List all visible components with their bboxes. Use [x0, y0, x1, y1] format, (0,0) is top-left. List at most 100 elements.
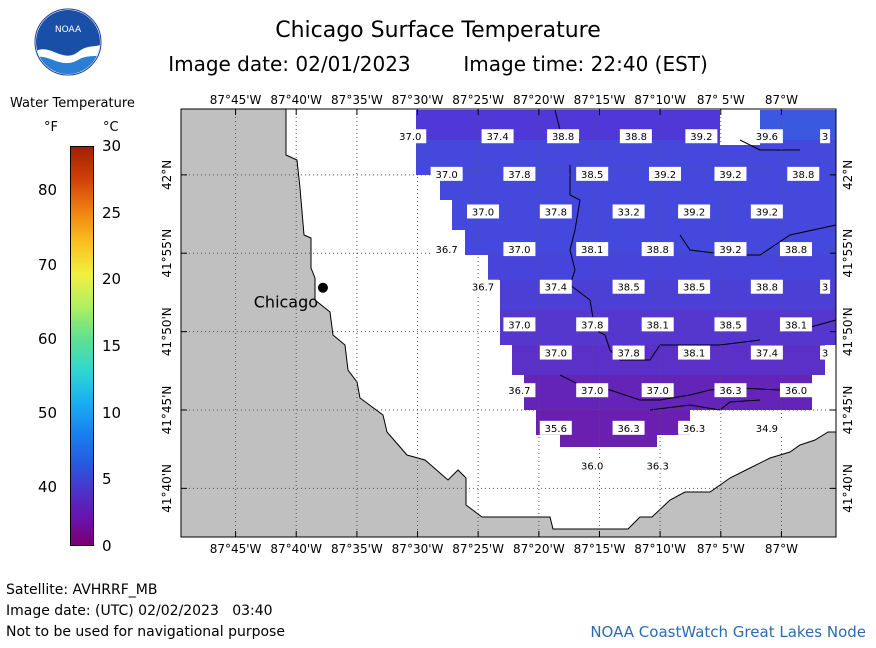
temperature-label-box: [612, 420, 645, 435]
temperature-label: 37.0: [508, 245, 530, 256]
temperature-label-box: [430, 166, 463, 181]
temperature-label: 36.0: [785, 386, 807, 397]
longitude-label: 87°25'W: [452, 93, 504, 107]
temperature-label: 39.2: [654, 170, 676, 181]
longitude-label: 87°W: [765, 542, 798, 556]
latitude-label: 41°55'N: [160, 229, 174, 278]
legend-fahrenheit-tick: 70: [38, 255, 58, 274]
temperature-label-box: [714, 317, 747, 332]
legend-celsius-tick: 10: [102, 403, 122, 422]
temperature-label: 38.8: [756, 283, 778, 294]
temperature-label-box: [678, 420, 711, 435]
temperature-label-box: [641, 383, 674, 398]
longitude-label: 87° 5'W: [697, 542, 745, 556]
temperature-label-box: [820, 345, 831, 360]
temperature-label: 38.8: [625, 132, 647, 143]
temperature-label: 38.8: [792, 170, 814, 181]
latitude-label: 41°40'N: [160, 464, 174, 513]
legend-fahrenheit-tick: 80: [38, 181, 58, 200]
longitude-label: 87°40'W: [270, 93, 322, 107]
temperature-label: 36.7: [472, 283, 494, 294]
legend-colorbar: [70, 146, 94, 546]
temperature-label: 37.8: [581, 320, 603, 331]
temperature-label: 37.0: [647, 386, 669, 397]
water-cell: [488, 255, 836, 280]
temperature-label-box: [685, 129, 718, 144]
temperature-label-box: [467, 204, 500, 219]
longitude-label: 87°15'W: [574, 542, 626, 556]
temperature-label: 36.7: [436, 245, 458, 256]
temperature-label-box: [750, 279, 783, 294]
temperature-labels: 37.0 37.4 38.8 38.8 39.2 39.6 3 37.0 37.8 38.5 39.…: [394, 129, 831, 473]
temperature-label-box: [820, 279, 831, 294]
temperature-label-box: [503, 242, 536, 257]
water-cell: [560, 435, 657, 447]
longitude-label: 87°40'W: [270, 542, 322, 556]
temperature-label: 36.7: [508, 386, 530, 397]
latitude-label: 41°40'N: [841, 464, 855, 513]
temperature-label-box: [430, 242, 463, 257]
temperature-label: 3: [822, 132, 828, 143]
disclaimer: Not to be used for navigational purpose: [6, 624, 285, 640]
longitude-label: 87°20'W: [513, 93, 565, 107]
latitude-label: 41°45'N: [160, 386, 174, 435]
temperature-label-box: [641, 317, 674, 332]
temperature-label: 38.5: [683, 283, 705, 294]
temperature-label: 37.4: [756, 349, 778, 360]
image-time: Image time: 22:40 (EST): [463, 52, 708, 76]
temperature-label: 38.1: [785, 320, 807, 331]
longitude-label: 87°45'W: [210, 542, 262, 556]
temperature-label-box: [612, 279, 645, 294]
temperature-label: 37.0: [581, 386, 603, 397]
temperature-label: 37.4: [486, 132, 508, 143]
temperature-label-box: [394, 129, 427, 144]
longitude-label: 87°10'W: [634, 93, 686, 107]
temperature-label-box: [576, 383, 609, 398]
temperature-label: 36.3: [647, 461, 669, 472]
temperature-label-box: [576, 242, 609, 257]
temperature-label-box: [539, 420, 572, 435]
temperature-label: 38.8: [785, 245, 807, 256]
temperature-label-box: [539, 345, 572, 360]
temperature-label-box: [481, 129, 514, 144]
temperature-label: 38.1: [581, 245, 603, 256]
temperature-label: 38.5: [719, 320, 741, 331]
image-date: Image date: 02/01/2023: [168, 52, 411, 76]
temperature-label-box: [576, 317, 609, 332]
temperature-label-box: [539, 204, 572, 219]
chicago-marker-icon: [317, 282, 328, 293]
temperature-label-box: [714, 242, 747, 257]
temperature-label: 37.0: [399, 132, 421, 143]
temperature-label: 35.6: [545, 424, 567, 435]
temperature-label: 37.0: [545, 349, 567, 360]
temperature-label: 39.2: [719, 245, 741, 256]
credit-label: NOAA CoastWatch Great Lakes Node: [590, 623, 866, 641]
latitude-label: 41°55'N: [841, 229, 855, 278]
temperature-label: 39.2: [756, 207, 778, 218]
temperature-label: 38.1: [683, 349, 705, 360]
temperature-label: 39.6: [756, 132, 778, 143]
longitude-label: 87°30'W: [392, 542, 444, 556]
longitude-label: 87°35'W: [331, 93, 383, 107]
axis-labels: 87°45'W 87°45'W 87°40'W 87°40'W 87°35'W 87°35…: [160, 93, 855, 556]
temperature-label-box: [539, 279, 572, 294]
legend-fahrenheit-tick: 60: [38, 329, 58, 348]
temperature-label-box: [503, 383, 536, 398]
longitude-label: 87°45'W: [210, 93, 262, 107]
temperature-label-box: [714, 166, 747, 181]
latitude-label: 41°45'N: [841, 386, 855, 435]
land-west: [180, 108, 837, 538]
water-cell: [440, 175, 836, 200]
temperature-label-box: [779, 317, 812, 332]
longitude-label: 87° 5'W: [697, 93, 745, 107]
longitude-label: 87°30'W: [392, 93, 444, 107]
legend-celsius-tick: 5: [102, 470, 112, 489]
temperature-label: 38.5: [617, 283, 639, 294]
longitude-label: 87°35'W: [331, 542, 383, 556]
temperature-label: 3: [822, 283, 828, 294]
footer-info: Satellite: AVHRRF_MB Image date: (UTC) 0…: [6, 580, 285, 643]
temperature-label-box: [612, 204, 645, 219]
legend-fahrenheit-tick: 40: [38, 477, 58, 496]
temperature-label: 38.8: [647, 245, 669, 256]
